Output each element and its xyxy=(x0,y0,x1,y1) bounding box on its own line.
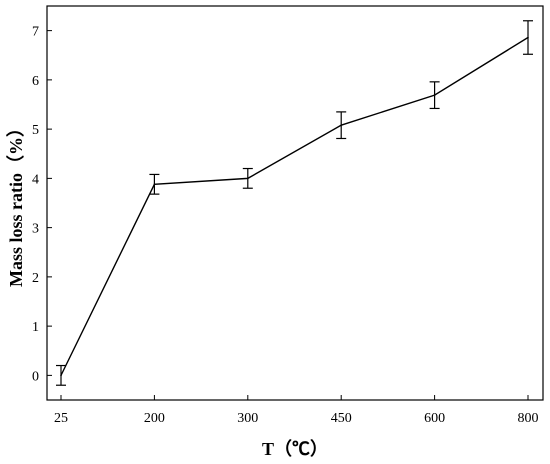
y-tick-label-5: 5 xyxy=(32,123,39,138)
data-point-4 xyxy=(433,94,436,96)
data-point-0 xyxy=(60,374,62,377)
error-bar-5 xyxy=(523,20,533,55)
error-bar-3 xyxy=(336,111,347,140)
y-axis-title: Mass loss ratio（%） xyxy=(6,119,26,287)
data-point-2 xyxy=(247,177,249,180)
x-tick-label-0: 25 xyxy=(54,411,68,426)
error-bar-0 xyxy=(56,364,66,386)
y-tick-label-6: 6 xyxy=(32,74,39,89)
error-bar-2 xyxy=(242,167,253,189)
data-point-1 xyxy=(153,183,156,186)
data-line xyxy=(60,36,529,376)
x-tick-label-1: 200 xyxy=(144,411,165,426)
y-tick-label-0: 0 xyxy=(32,369,39,384)
y-tick-label-7: 7 xyxy=(32,25,39,40)
x-tick-label-5: 800 xyxy=(518,411,539,426)
x-tick-label-3: 450 xyxy=(331,411,352,426)
error-bar-1 xyxy=(149,173,160,195)
y-tick-label-3: 3 xyxy=(32,222,39,237)
series-line xyxy=(56,20,533,386)
y-tick-label-2: 2 xyxy=(32,271,39,286)
x-axis: 25 200 300 450 600 800 xyxy=(54,395,539,426)
y-tick-label-4: 4 xyxy=(32,172,39,187)
y-tick-label-1: 1 xyxy=(32,320,39,335)
x-axis-title: T（℃） xyxy=(262,439,328,459)
x-tick-label-2: 300 xyxy=(237,411,258,426)
x-tick-label-4: 600 xyxy=(424,411,445,426)
data-point-5 xyxy=(527,36,529,39)
error-bar-4 xyxy=(429,81,440,110)
y-axis: 0 1 2 3 4 5 6 7 xyxy=(32,25,52,384)
plot-frame xyxy=(46,5,544,401)
data-point-3 xyxy=(340,124,343,126)
